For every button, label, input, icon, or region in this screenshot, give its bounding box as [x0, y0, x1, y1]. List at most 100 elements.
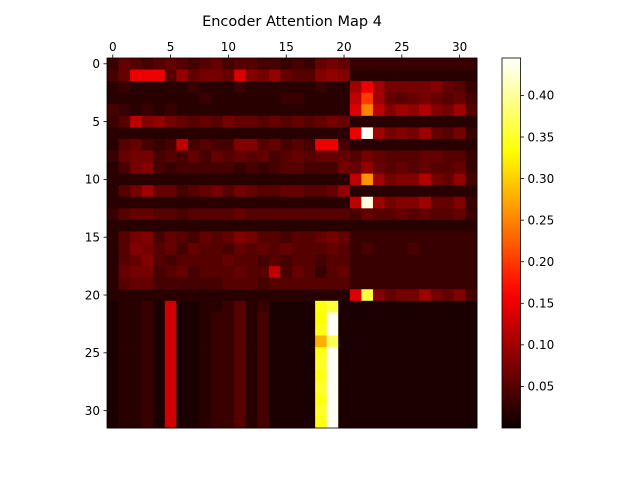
heatmap-cell [199, 150, 212, 163]
heatmap-cell [211, 219, 224, 232]
heatmap-cell [419, 277, 432, 290]
heatmap-cell [130, 370, 143, 383]
heatmap-cell [384, 381, 397, 394]
heatmap-cell [130, 219, 143, 232]
heatmap-cell [118, 115, 131, 128]
heatmap-cell [118, 416, 131, 429]
heatmap-cell [419, 243, 432, 255]
heatmap-cell [153, 323, 166, 336]
heatmap-cell [384, 196, 397, 209]
heatmap-cell [187, 150, 200, 163]
heatmap-cell [118, 231, 131, 244]
heatmap-cell [141, 58, 154, 70]
heatmap-cell [315, 404, 328, 417]
heatmap-cell [349, 323, 362, 336]
heatmap-cell [141, 404, 154, 417]
heatmap-cell [141, 358, 154, 371]
heatmap-cell [303, 300, 316, 313]
heatmap-cell [280, 231, 293, 244]
heatmap-cell [407, 358, 420, 371]
heatmap-cell [442, 208, 455, 221]
heatmap-cell [234, 185, 247, 198]
heatmap-cell [442, 358, 455, 371]
heatmap-cell [407, 289, 420, 302]
heatmap-cell [315, 81, 328, 94]
heatmap-cell [303, 138, 316, 151]
heatmap-cell [118, 289, 131, 302]
heatmap-cell [338, 266, 351, 279]
heatmap-cell [430, 312, 443, 325]
heatmap-cell [465, 104, 478, 117]
heatmap-cell [199, 370, 212, 383]
heatmap-cell [199, 254, 212, 267]
heatmap-cell [430, 127, 443, 140]
heatmap-cell [141, 138, 154, 151]
heatmap-cell [164, 323, 177, 336]
heatmap-cell [280, 81, 293, 94]
heatmap-cell [222, 404, 235, 417]
heatmap-cell [465, 150, 478, 163]
heatmap-cell [199, 404, 212, 417]
heatmap-cell [465, 92, 478, 105]
heatmap-cell [384, 150, 397, 163]
heatmap-cell [292, 69, 304, 82]
x-tick-label: 10 [221, 40, 236, 54]
heatmap-cell [107, 231, 119, 244]
heatmap-cell [396, 138, 409, 151]
heatmap-cell [257, 312, 270, 325]
heatmap-cell [384, 266, 397, 279]
heatmap-cell [430, 231, 443, 244]
heatmap-cell [315, 323, 328, 336]
heatmap-cell [349, 115, 362, 128]
heatmap-cell [153, 104, 166, 117]
heatmap-cell [292, 335, 304, 348]
heatmap-cell [164, 150, 177, 163]
heatmap-cell [430, 254, 443, 267]
heatmap-cell [199, 358, 212, 371]
heatmap-cell [338, 300, 351, 313]
heatmap-cell [407, 381, 420, 394]
heatmap-cell [465, 162, 478, 175]
heatmap-cell [164, 277, 177, 290]
heatmap-cell [315, 266, 328, 279]
heatmap-cell [222, 196, 235, 209]
heatmap-cell [349, 69, 362, 82]
heatmap-cell [430, 289, 443, 302]
heatmap-cell [164, 393, 177, 406]
heatmap-cell [199, 300, 212, 313]
heatmap-cell [465, 266, 478, 279]
heatmap-cell [419, 58, 432, 70]
heatmap-cell [361, 219, 374, 232]
heatmap-cell [199, 312, 212, 325]
heatmap-cell [257, 243, 270, 255]
heatmap-cell [315, 416, 328, 429]
heatmap-cell [430, 58, 443, 70]
heatmap-cell [361, 312, 374, 325]
heatmap-cell [442, 173, 455, 186]
heatmap-cell [268, 358, 281, 371]
heatmap-cell [292, 312, 304, 325]
heatmap-cell [292, 115, 304, 128]
heatmap-cell [453, 266, 466, 279]
heatmap-cell [453, 173, 466, 186]
heatmap-cell [187, 81, 200, 94]
heatmap-cell [199, 266, 212, 279]
heatmap-cell [153, 370, 166, 383]
heatmap-cell [107, 196, 119, 209]
heatmap-cell [118, 150, 131, 163]
heatmap-cell [453, 289, 466, 302]
heatmap-cell [430, 347, 443, 360]
heatmap-cell [419, 335, 432, 348]
heatmap-cell [361, 127, 374, 140]
heatmap-cell [118, 312, 131, 325]
heatmap-cell [268, 69, 281, 82]
heatmap-cell [372, 150, 385, 163]
heatmap-cell [107, 404, 119, 417]
heatmap-cell [453, 254, 466, 267]
heatmap-cell [419, 92, 432, 105]
heatmap-cell [361, 370, 374, 383]
heatmap-cell [384, 115, 397, 128]
colorbar-gradient [501, 57, 521, 429]
heatmap-cell [303, 219, 316, 232]
heatmap-cell [384, 208, 397, 221]
